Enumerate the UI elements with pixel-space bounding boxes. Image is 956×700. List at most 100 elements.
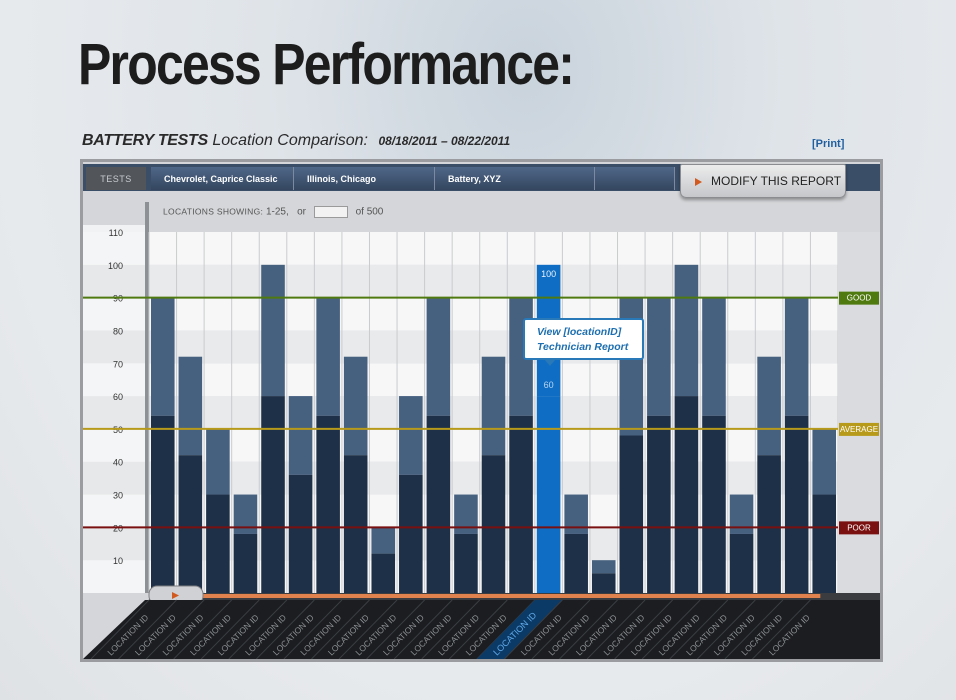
floor-divider [283,599,343,659]
bar-lower[interactable] [619,435,644,593]
bar-lower[interactable] [729,533,754,593]
modify-report-label: MODIFY THIS REPORT [711,174,842,188]
poor-line-label: POOR [847,523,871,532]
bar-lower[interactable] [343,455,368,593]
filter-vehicle[interactable]: Chevrolet, Caprice Classic [151,167,294,190]
bar-upper[interactable] [564,494,588,534]
floor-divider [118,599,177,659]
floor-divider [559,599,618,659]
y-axis-stripe [83,527,145,561]
bar-upper[interactable] [151,297,175,416]
bar-lower[interactable] [591,573,616,593]
bar-lower[interactable] [261,396,285,593]
bar-upper[interactable] [343,356,368,456]
bar-lower[interactable] [784,415,809,593]
y-axis-stripe [83,264,145,298]
chart-panel-inner: TESTS Chevrolet, Caprice Classic Illinoi… [83,162,880,659]
plot-stripe [149,232,838,265]
locations-showing: LOCATIONS SHOWING: 1-25, or of 500 [163,206,383,218]
of-label: of [355,206,364,218]
bar-upper[interactable] [702,297,726,416]
bar-lower[interactable] [674,396,699,593]
bar-lower[interactable] [206,494,230,593]
comparison-label: Location Comparison: [212,132,368,149]
or-label: or [297,206,306,218]
bar-upper[interactable] [261,264,285,397]
y-tick-label: 70 [113,359,123,369]
chart-panel: TESTS Chevrolet, Caprice Classic Illinoi… [80,159,883,662]
location-jump-input[interactable] [313,206,348,218]
y-axis-stripe [83,428,145,462]
floor-divider [228,599,288,659]
bar-upper[interactable] [178,356,203,456]
print-link[interactable]: [Print] [812,138,845,150]
bar-lower[interactable] [564,533,588,593]
tests-header: TESTS [86,167,146,190]
legend-column [838,232,880,593]
floor-divider [393,599,453,659]
bar-lower[interactable] [316,415,340,593]
filter-empty[interactable] [595,167,675,190]
floor-divider [338,599,398,659]
y-axis-divider [145,202,149,593]
bar-lower[interactable] [757,455,781,593]
floor-divider [200,599,260,659]
bar-chart: 10203040506070809010011010060GOODAVERAGE… [83,202,880,659]
bar-upper[interactable] [729,494,754,534]
bar-lower[interactable] [426,415,451,593]
floor-divider [531,599,591,659]
bar-lower[interactable] [371,553,396,593]
bar-lower[interactable] [509,415,533,593]
floor-divider [448,599,508,659]
y-axis-stripe [83,461,145,495]
bar-lower[interactable] [399,474,423,593]
page-title: Process Performance: [78,32,575,97]
bar-upper[interactable] [399,396,423,475]
bar-upper[interactable] [233,494,258,534]
bar-lower[interactable] [233,533,258,593]
bar-lower[interactable] [178,455,203,593]
y-tick-label: 80 [113,326,123,336]
floor-divider [641,599,701,659]
label-floor [83,600,880,659]
bar-lower[interactable] [647,415,671,593]
filter-product[interactable]: Battery, XYZ [435,167,595,190]
technician-report-tooltip[interactable]: View [locationID] Technician Report [523,318,644,366]
bar-upper[interactable] [288,396,313,475]
bar-upper[interactable] [812,428,836,495]
floor-divider [504,599,563,659]
floor-divider [724,599,784,659]
date-range: 08/18/2011 – 08/22/2011 [378,134,511,148]
y-tick-label: 110 [109,228,123,238]
modify-report-button[interactable]: MODIFY THIS REPORT [680,164,846,198]
bar-upper[interactable] [426,297,451,416]
bar-upper[interactable] [757,356,781,456]
bar-lower[interactable] [812,494,836,593]
plot-stripe [149,264,838,298]
bar-lower[interactable] [481,455,506,593]
bar-upper[interactable] [591,560,616,574]
bar-upper[interactable] [784,297,809,416]
floor-divider [614,599,673,659]
bar-upper[interactable] [454,494,478,534]
bar-lower[interactable] [454,533,478,593]
bar-upper[interactable] [206,428,230,495]
bar-lower[interactable] [536,396,561,593]
filter-location[interactable]: Illinois, Chicago [294,167,435,190]
y-tick-label: 30 [113,491,123,501]
bar-lower[interactable] [702,415,726,593]
y-axis-stripe [83,396,145,429]
bar-upper[interactable] [674,264,699,397]
bar-lower[interactable] [151,415,175,593]
report-subheading: BATTERY TESTS Location Comparison: 08/18… [82,132,510,150]
average-line-tag [839,422,879,436]
bar-upper[interactable] [371,527,396,554]
bar-upper[interactable] [647,297,671,416]
floor-divider [366,599,425,659]
floor-divider [421,599,481,659]
bar-upper[interactable] [481,356,506,456]
bar-upper[interactable] [316,297,340,416]
y-tick-label: 60 [113,392,123,402]
bar-lower[interactable] [288,474,313,593]
good-line-tag [839,291,879,305]
